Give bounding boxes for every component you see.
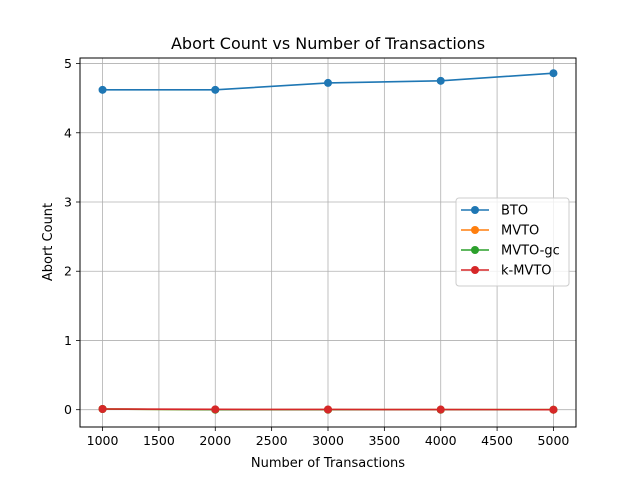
y-tick-label: 0 — [64, 402, 72, 417]
legend-marker — [471, 266, 479, 274]
legend-label: MVTO — [501, 224, 539, 239]
x-tick-label: 4000 — [425, 433, 457, 448]
x-tick-label: 3500 — [368, 433, 400, 448]
x-tick-label: 5000 — [538, 433, 570, 448]
legend-marker — [471, 246, 479, 254]
legend-item: MVTO — [461, 224, 539, 239]
x-tick-label: 2000 — [199, 433, 231, 448]
x-tick-label: 4500 — [481, 433, 513, 448]
legend-item: k-MVTO — [461, 264, 552, 279]
series-bto — [98, 69, 558, 94]
series-k-mvto — [98, 405, 558, 414]
x-axis: 1000 1500 2000 2500 3000 3500 4000 4500 5000 — [87, 427, 570, 448]
data-point — [98, 405, 107, 413]
x-tick-label: 3000 — [312, 433, 344, 448]
data-point — [324, 405, 332, 414]
x-axis-label: Number of Transactions — [251, 456, 405, 471]
x-tick-label: 1000 — [87, 433, 119, 448]
legend: BTO MVTO MVTO-gc k-MVTO — [455, 197, 570, 287]
chart-title: Abort Count vs Number of Transactions — [171, 34, 485, 53]
legend-marker — [471, 226, 479, 234]
y-axis-label: Abort Count — [41, 203, 56, 281]
x-tick-label: 2500 — [256, 433, 288, 448]
data-point — [436, 76, 445, 85]
legend-label: k-MVTO — [501, 264, 552, 279]
data-point — [549, 405, 558, 414]
series-layer — [98, 69, 558, 414]
legend-label: BTO — [501, 204, 528, 219]
data-point — [98, 85, 107, 94]
y-axis: 0 1 2 3 4 5 — [64, 56, 80, 417]
legend-item: BTO — [461, 204, 528, 219]
legend-marker — [471, 206, 479, 214]
data-point — [549, 69, 558, 78]
y-tick-label: 4 — [64, 125, 72, 140]
y-tick-label: 1 — [64, 333, 72, 348]
y-tick-label: 5 — [64, 56, 72, 71]
data-point — [211, 405, 220, 414]
y-tick-label: 3 — [64, 195, 72, 210]
legend-item: MVTO-gc — [461, 244, 560, 259]
y-tick-label: 2 — [64, 264, 72, 279]
x-tick-label: 1500 — [143, 433, 175, 448]
legend-label: MVTO-gc — [501, 244, 560, 259]
legend-box — [455, 197, 570, 287]
data-point — [436, 405, 445, 414]
data-point — [211, 85, 220, 94]
data-point — [324, 78, 332, 87]
